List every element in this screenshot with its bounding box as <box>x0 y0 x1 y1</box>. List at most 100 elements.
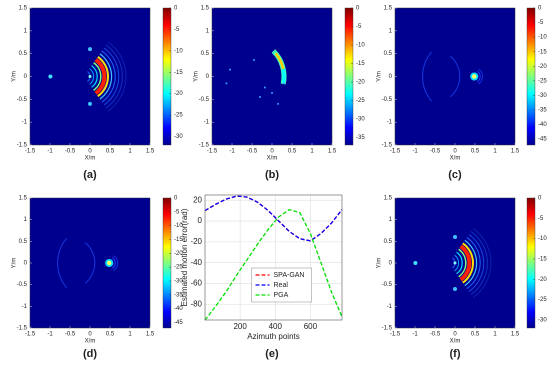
image-background <box>30 198 150 328</box>
x-tick-label: -1.5 <box>25 149 36 155</box>
y-axis-label: Y/m <box>377 71 383 82</box>
speckle <box>453 235 457 239</box>
ring <box>97 56 109 97</box>
panel-caption: (f) <box>450 348 461 360</box>
colorbar-tick-label: -25 <box>356 98 365 104</box>
y-tick-label: 0 <box>389 74 393 80</box>
speckle <box>259 96 261 99</box>
y-tick-label: 1.5 <box>19 196 28 202</box>
ring <box>466 237 481 289</box>
colorbar-tick-label: -20 <box>356 80 365 86</box>
colorbar-tick-label: -20 <box>174 91 183 97</box>
speckle <box>271 91 273 94</box>
legend-label: SPA-GAN <box>274 272 305 279</box>
y-tick-label: 0.5 <box>384 51 393 57</box>
ring <box>470 231 488 295</box>
y-tick-label: -60 <box>190 279 202 288</box>
ring <box>472 228 492 298</box>
y-tick-label: 0 <box>198 216 203 225</box>
speckle <box>229 68 231 71</box>
image-background <box>212 8 332 145</box>
colorbar-tick-label: -10 <box>538 236 547 242</box>
y-tick-label: 1.5 <box>384 6 393 12</box>
image-background <box>395 8 515 145</box>
colorbar-tick-label: -15 <box>356 61 365 67</box>
colorbar-tick-label: -25 <box>174 265 183 271</box>
speckle <box>277 102 279 105</box>
series-line <box>204 208 343 321</box>
y-tick-label: -1 <box>204 120 210 126</box>
speckle <box>283 82 285 85</box>
ring <box>105 44 123 109</box>
ring <box>459 244 472 282</box>
y-tick-label: 1.5 <box>19 6 28 12</box>
ring <box>111 257 116 269</box>
colorbar-tick-label: 0 <box>538 196 542 202</box>
y-tick-label: 0 <box>24 74 28 80</box>
colorbar-tick-label: -45 <box>538 137 547 143</box>
x-tick-label: 400 <box>269 322 283 331</box>
ring <box>464 239 478 287</box>
x-tick-label: 200 <box>233 322 247 331</box>
panel-caption: (c) <box>448 169 462 181</box>
y-axis-label: Y/m <box>12 71 18 82</box>
ring <box>281 68 286 84</box>
ring <box>113 255 119 271</box>
speckle <box>413 261 418 265</box>
colorbar-tick-label: -5 <box>174 209 180 215</box>
ring <box>468 234 485 292</box>
colorbar-tick-label: -15 <box>174 70 183 76</box>
y-tick-label: -1 <box>387 120 393 126</box>
y-tick-label: 1.5 <box>201 6 210 12</box>
x-tick-label: 1.5 <box>511 149 520 155</box>
colorbar-tick-label: -15 <box>538 257 547 263</box>
colorbar-tick-label: -25 <box>538 297 547 303</box>
x-tick-label: 1 <box>493 332 497 338</box>
x-tick-label: 0.5 <box>288 149 297 155</box>
ring <box>99 53 113 100</box>
colorbar-tick-label: -20 <box>538 64 547 70</box>
x-tick-label: 0.5 <box>471 332 480 338</box>
panel-caption: (e) <box>265 348 279 360</box>
colorbar-tick-label: 0 <box>356 6 360 12</box>
y-tick-label: -1.5 <box>382 326 393 332</box>
x-axis-label: X/m <box>450 339 461 345</box>
colorbar-tick-label: -35 <box>538 108 547 114</box>
ring <box>103 47 120 106</box>
ring <box>94 58 107 95</box>
ring <box>101 50 116 103</box>
colorbar-tick-label: -30 <box>174 279 183 285</box>
ring <box>458 248 467 278</box>
x-axis-label: Azimuth points <box>247 332 299 341</box>
colorbar-tick-label: -20 <box>538 277 547 283</box>
colorbar-tick-label: -15 <box>174 237 183 243</box>
y-tick-label: 1 <box>206 28 210 34</box>
x-tick-label: 0 <box>453 332 457 338</box>
colorbar-tick-label: -5 <box>356 24 362 30</box>
y-tick-label: 0.5 <box>19 239 28 245</box>
x-tick-label: -1 <box>229 149 235 155</box>
x-tick-label: 1 <box>128 332 132 338</box>
colorbar <box>162 197 172 329</box>
x-tick-label: -0.5 <box>247 149 258 155</box>
x-tick-label: -1 <box>412 332 418 338</box>
ring <box>85 242 96 284</box>
colorbar-tick-label: 0 <box>174 6 178 12</box>
x-tick-label: -0.5 <box>65 149 76 155</box>
ring <box>107 41 127 112</box>
colorbar-tick-label: -40 <box>538 122 547 128</box>
x-tick-label: 1.5 <box>146 332 155 338</box>
colorbar-tick-label: -15 <box>538 49 547 55</box>
y-tick-label: -0.5 <box>382 282 393 288</box>
ring <box>91 65 98 88</box>
colorbar <box>526 197 536 329</box>
x-tick-label: 1 <box>128 149 132 155</box>
speckle <box>225 82 228 85</box>
x-tick-label: -1.5 <box>207 149 218 155</box>
legend-label: PGA <box>274 292 289 299</box>
ring <box>476 70 481 83</box>
y-tick-label: 1 <box>389 217 393 223</box>
ring <box>450 55 461 98</box>
x-axis-label: X/m <box>85 156 96 162</box>
colorbar-tick-label: -45 <box>174 320 183 326</box>
